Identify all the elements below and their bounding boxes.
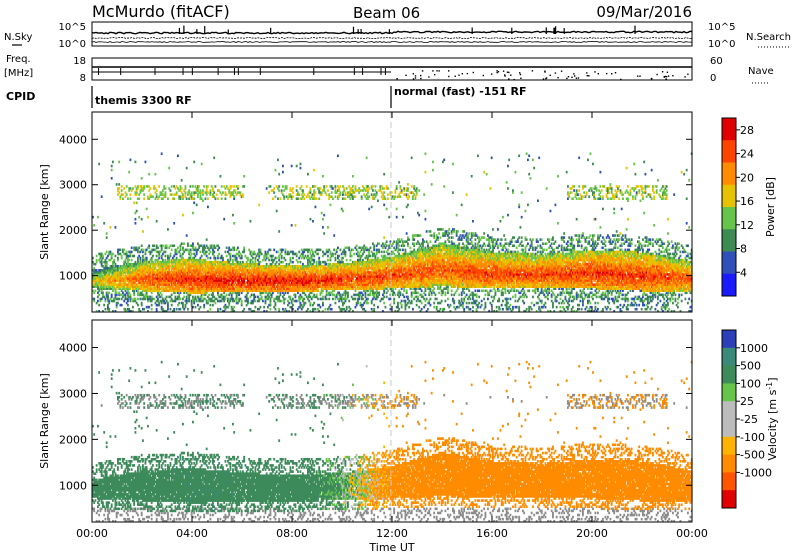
nave-label: Nave bbox=[748, 66, 774, 77]
velocity-colorbar-label: Velocity [m s-1] bbox=[765, 377, 780, 460]
velocity-ytick-4000: 4000 bbox=[59, 342, 87, 355]
power-panel: 1000 2000 3000 4000 Slant Range [km] bbox=[38, 112, 693, 313]
power-cb-tick-4: 4 bbox=[740, 266, 747, 279]
power-cb-tick-20: 20 bbox=[740, 171, 754, 184]
velocity-cb-tick-4: -25 bbox=[740, 413, 758, 426]
velocity-ytick-1000: 1000 bbox=[59, 479, 87, 492]
freq-tick-top: 18 bbox=[73, 56, 86, 67]
power-cb-tick-28: 28 bbox=[740, 124, 754, 137]
xtick-2: 08:00 bbox=[276, 527, 308, 540]
date-title: 09/Mar/2016 bbox=[596, 3, 692, 21]
power-cb-tick-16: 16 bbox=[740, 195, 754, 208]
station-title: McMurdo (fitACF) bbox=[92, 2, 230, 21]
power-ytick-4000: 4000 bbox=[59, 133, 87, 146]
freq-label: Freq. bbox=[6, 54, 31, 65]
xtick-0: 00:00 bbox=[76, 527, 108, 540]
noise-panel: N.Sky 10^5 10^0 10^5 10^0 N.Search bbox=[4, 22, 791, 50]
xtick-5: 20:00 bbox=[576, 527, 608, 540]
velocity-ytick-2000: 2000 bbox=[59, 433, 87, 446]
time-xlabel: Time UT bbox=[368, 541, 414, 554]
beam-title: Beam 06 bbox=[353, 4, 420, 22]
velocity-heatmap bbox=[92, 361, 693, 523]
power-colorbar-label: Power [dB] bbox=[764, 177, 777, 237]
xtick-3: 12:00 bbox=[376, 527, 408, 540]
noise-sky-label: N.Sky bbox=[4, 32, 32, 43]
noise-right-tick-bottom: 10^0 bbox=[708, 39, 735, 50]
xtick-4: 16:00 bbox=[476, 527, 508, 540]
velocity-cb-tick-7: -1000 bbox=[740, 466, 772, 479]
velocity-ylabel: Slant Range [km] bbox=[38, 373, 51, 469]
power-ylabel: Slant Range [km] bbox=[38, 164, 51, 260]
velocity-colorbar: 1000 500 100 25 -25 -100 -500 -1000 Velocity [m… bbox=[722, 330, 779, 509]
power-ytick-1000: 1000 bbox=[59, 270, 87, 283]
noise-left-tick-top: 10^5 bbox=[59, 22, 86, 33]
cpid-segment-1: themis 3300 RF bbox=[95, 94, 192, 107]
power-cb-tick-8: 8 bbox=[740, 243, 747, 256]
velocity-cb-tick-3: 25 bbox=[740, 395, 754, 408]
velocity-cb-tick-5: -100 bbox=[740, 431, 765, 444]
power-cb-tick-12: 12 bbox=[740, 219, 754, 232]
nave-tick-bottom: 0 bbox=[710, 73, 716, 84]
nave-tick-top: 60 bbox=[710, 56, 723, 67]
cpid-segment-2: normal (fast) -151 RF bbox=[394, 85, 527, 98]
velocity-cb-tick-2: 100 bbox=[740, 377, 761, 390]
frequency-panel: Freq. [MHz] 18 8 60 0 Nave bbox=[4, 54, 774, 84]
cpid-label: CPID bbox=[6, 90, 35, 103]
power-colorbar: 4 8 12 16 20 24 28 Power [dB] bbox=[722, 118, 777, 297]
power-cb-tick-24: 24 bbox=[740, 148, 754, 161]
velocity-cb-tick-1: 500 bbox=[740, 360, 761, 373]
velocity-ytick-3000: 3000 bbox=[59, 387, 87, 400]
noise-search-label: N.Search bbox=[746, 32, 791, 43]
xtick-6: 00:00 bbox=[676, 527, 708, 540]
xtick-1: 04:00 bbox=[176, 527, 208, 540]
noise-left-tick-bottom: 10^0 bbox=[59, 39, 86, 50]
noise-right-tick-top: 10^5 bbox=[708, 22, 735, 33]
velocity-cb-tick-6: -500 bbox=[740, 449, 765, 462]
freq-tick-bottom: 8 bbox=[80, 73, 86, 84]
power-ytick-3000: 3000 bbox=[59, 179, 87, 192]
velocity-panel: 1000 2000 3000 4000 00:00 04:00 08:00 12:00 16:… bbox=[38, 112, 708, 554]
power-ytick-2000: 2000 bbox=[59, 224, 87, 237]
freq-unit-label: [MHz] bbox=[4, 68, 33, 79]
power-heatmap bbox=[92, 152, 693, 312]
velocity-cb-tick-0: 1000 bbox=[740, 342, 768, 355]
cpid-row: CPID themis 3300 RF normal (fast) -151 R… bbox=[6, 85, 527, 108]
